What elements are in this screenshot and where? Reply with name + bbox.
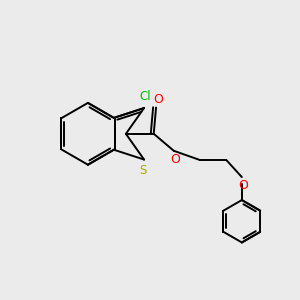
Text: O: O <box>170 153 180 166</box>
Text: O: O <box>238 179 248 192</box>
Text: Cl: Cl <box>140 90 152 103</box>
Text: O: O <box>154 93 164 106</box>
Text: S: S <box>139 164 146 177</box>
